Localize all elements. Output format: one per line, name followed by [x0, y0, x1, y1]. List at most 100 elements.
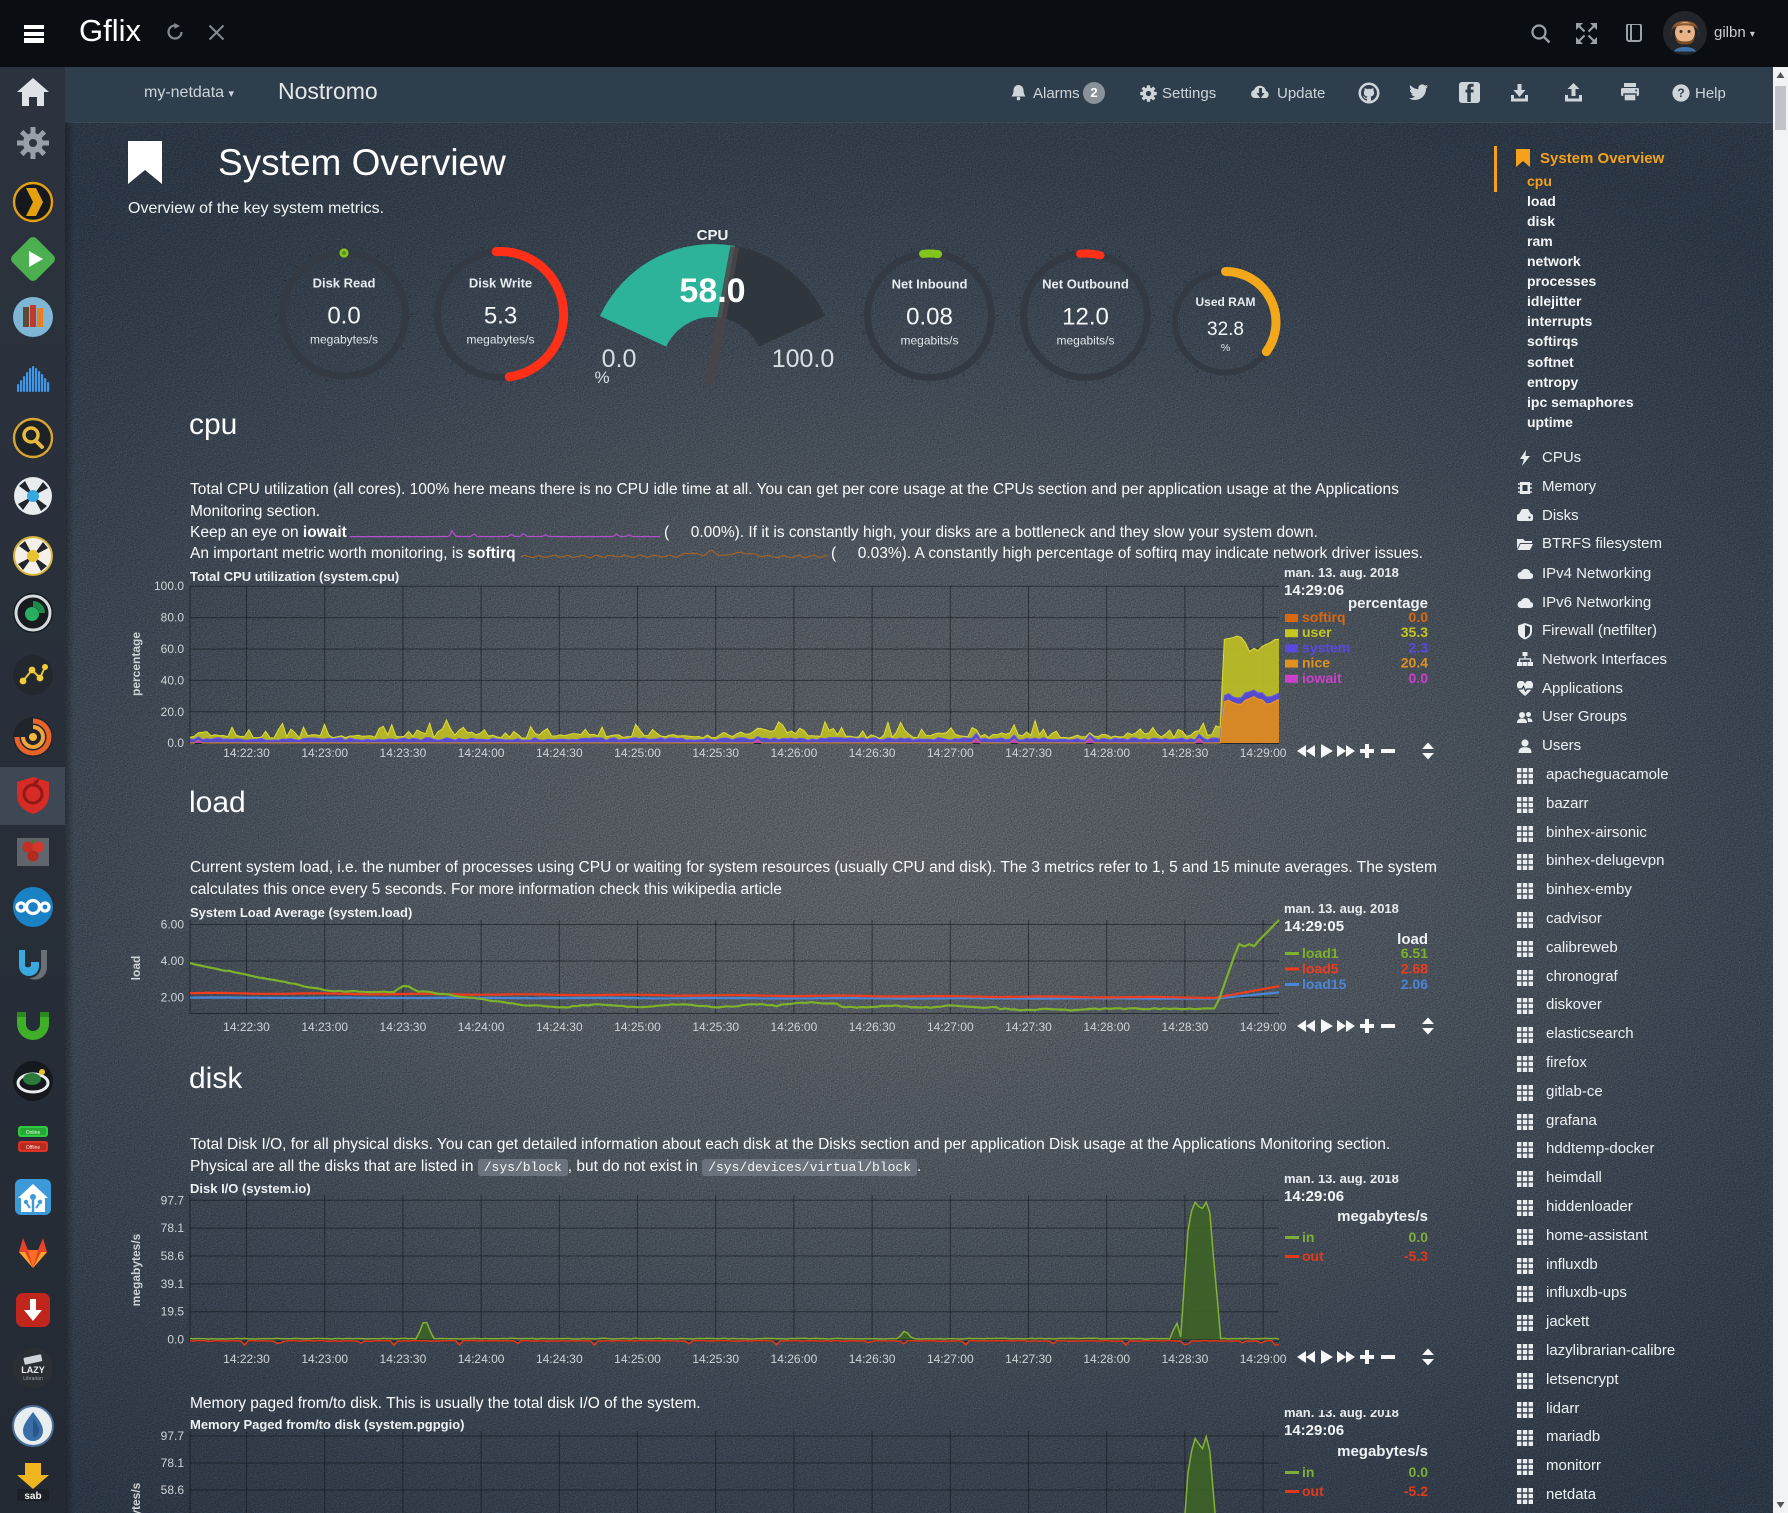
svg-text:megabits/s: megabits/s — [1056, 334, 1114, 348]
svg-text:out: out — [1302, 1483, 1324, 1499]
svg-text:14:28:00: 14:28:00 — [1083, 1352, 1130, 1366]
svg-text:14:22:30: 14:22:30 — [223, 1352, 270, 1366]
svg-text:100.0: 100.0 — [154, 579, 184, 593]
svg-text:14:29:00: 14:29:00 — [1240, 746, 1287, 760]
svg-text:in: in — [1302, 1464, 1314, 1480]
svg-text:14:24:00: 14:24:00 — [458, 746, 505, 760]
svg-text:megabytes/s: megabytes/s — [129, 1482, 143, 1513]
svg-text:?: ? — [1677, 86, 1684, 100]
svg-text:-5.2: -5.2 — [1404, 1483, 1428, 1499]
svg-text:14:26:00: 14:26:00 — [771, 746, 818, 760]
svg-text:78.1: 78.1 — [161, 1456, 185, 1470]
svg-text:14:28:30: 14:28:30 — [1162, 746, 1209, 760]
svg-text:14:24:30: 14:24:30 — [536, 746, 583, 760]
svg-text:14:24:30: 14:24:30 — [536, 1352, 583, 1366]
svg-text:14:28:00: 14:28:00 — [1083, 1020, 1130, 1034]
svg-text:System Load Average (system.lo: System Load Average (system.load) — [190, 905, 412, 920]
svg-text:0.0: 0.0 — [1409, 670, 1429, 686]
svg-text:Net Outbound: Net Outbound — [1042, 277, 1129, 292]
svg-text:14:22:30: 14:22:30 — [223, 746, 270, 760]
svg-text:Online: Online — [26, 1130, 41, 1136]
svg-text:system: system — [1302, 639, 1350, 655]
svg-text:2.00: 2.00 — [161, 991, 185, 1005]
svg-text:Disk Read: Disk Read — [313, 276, 376, 291]
svg-text:14:29:00: 14:29:00 — [1240, 1020, 1287, 1034]
svg-text:14:28:30: 14:28:30 — [1162, 1020, 1209, 1034]
svg-text:0.0: 0.0 — [1409, 609, 1429, 625]
svg-text:CPU: CPU — [697, 227, 729, 244]
svg-text:97.7: 97.7 — [161, 1429, 185, 1443]
svg-text:14:27:00: 14:27:00 — [927, 1020, 974, 1034]
svg-text:14:27:00: 14:27:00 — [927, 746, 974, 760]
svg-text:14:28:00: 14:28:00 — [1083, 746, 1130, 760]
svg-text:megabytes/s: megabytes/s — [466, 333, 534, 347]
svg-text:Librarian: Librarian — [23, 1376, 43, 1382]
svg-text:load: load — [1397, 931, 1428, 948]
svg-text:14:26:30: 14:26:30 — [849, 1352, 896, 1366]
svg-text:percentage: percentage — [129, 632, 143, 696]
svg-text:%: % — [594, 368, 609, 387]
svg-text:%: % — [1221, 342, 1230, 354]
svg-text:20.4: 20.4 — [1401, 655, 1428, 671]
svg-text:80.0: 80.0 — [161, 611, 185, 625]
svg-text:14:27:00: 14:27:00 — [927, 1352, 974, 1366]
svg-text:14:24:00: 14:24:00 — [458, 1020, 505, 1034]
svg-text:Used RAM: Used RAM — [1195, 295, 1255, 309]
svg-text:14:25:30: 14:25:30 — [692, 746, 739, 760]
svg-text:0.08: 0.08 — [906, 304, 953, 331]
svg-text:14:29:00: 14:29:00 — [1240, 1352, 1287, 1366]
svg-text:megabytes/s: megabytes/s — [310, 333, 378, 347]
svg-text:20.0: 20.0 — [161, 705, 185, 719]
svg-text:0.0: 0.0 — [1409, 1464, 1429, 1480]
svg-text:19.5: 19.5 — [161, 1305, 185, 1319]
svg-text:-5.3: -5.3 — [1404, 1248, 1428, 1264]
svg-text:0.0: 0.0 — [602, 345, 637, 373]
svg-text:Memory Paged from/to disk (sys: Memory Paged from/to disk (system.pgpgio… — [190, 1417, 465, 1432]
svg-text:load15: load15 — [1302, 976, 1347, 992]
svg-text:Total CPU utilization (system.: Total CPU utilization (system.cpu) — [190, 569, 399, 584]
svg-text:2.3: 2.3 — [1409, 639, 1429, 655]
svg-text:Disk I/O (system.io): Disk I/O (system.io) — [190, 1181, 311, 1196]
svg-text:58.0: 58.0 — [679, 272, 745, 310]
svg-text:2.68: 2.68 — [1401, 961, 1428, 977]
svg-text:load5: load5 — [1302, 961, 1339, 977]
svg-text:58.6: 58.6 — [161, 1249, 185, 1263]
svg-text:softirq: softirq — [1302, 609, 1346, 625]
svg-text:load: load — [129, 956, 143, 981]
svg-text:32.8: 32.8 — [1207, 319, 1244, 340]
svg-text:14:25:00: 14:25:00 — [614, 1352, 661, 1366]
svg-text:35.3: 35.3 — [1401, 624, 1428, 640]
svg-text:39.1: 39.1 — [161, 1277, 185, 1291]
svg-text:14:26:30: 14:26:30 — [849, 746, 896, 760]
svg-text:14:26:30: 14:26:30 — [849, 1020, 896, 1034]
svg-text:iowait: iowait — [1302, 670, 1342, 686]
svg-text:14:22:30: 14:22:30 — [223, 1020, 270, 1034]
svg-text:14:28:30: 14:28:30 — [1162, 1352, 1209, 1366]
svg-text:14:24:30: 14:24:30 — [536, 1020, 583, 1034]
svg-text:14:27:30: 14:27:30 — [1005, 1020, 1052, 1034]
svg-text:user: user — [1302, 624, 1332, 640]
svg-text:nice: nice — [1302, 655, 1330, 671]
svg-text:man. 13. aug. 2018: man. 13. aug. 2018 — [1284, 565, 1399, 580]
svg-text:14:23:00: 14:23:00 — [301, 746, 348, 760]
svg-text:megabytes/s: megabytes/s — [1337, 1443, 1428, 1460]
svg-text:0.0: 0.0 — [1409, 1229, 1429, 1245]
svg-text:12.0: 12.0 — [1062, 304, 1109, 331]
svg-text:0.0: 0.0 — [167, 736, 184, 750]
svg-text:100.0: 100.0 — [772, 345, 835, 373]
svg-text:14:27:30: 14:27:30 — [1005, 746, 1052, 760]
svg-text:megabytes/s: megabytes/s — [1337, 1208, 1428, 1225]
svg-text:14:29:06: 14:29:06 — [1284, 1188, 1344, 1205]
svg-text:megabytes/s: megabytes/s — [129, 1233, 143, 1306]
svg-text:14:29:06: 14:29:06 — [1284, 1422, 1344, 1439]
svg-text:percentage: percentage — [1348, 595, 1428, 612]
svg-text:14:29:06: 14:29:06 — [1284, 582, 1344, 599]
svg-text:5.3: 5.3 — [484, 303, 517, 330]
svg-text:78.1: 78.1 — [161, 1221, 185, 1235]
svg-text:6.51: 6.51 — [1401, 945, 1428, 961]
svg-text:Disk Write: Disk Write — [469, 276, 532, 291]
svg-text:LAZY: LAZY — [21, 1365, 45, 1375]
svg-text:14:23:30: 14:23:30 — [380, 1352, 427, 1366]
svg-text:14:25:30: 14:25:30 — [692, 1020, 739, 1034]
svg-text:14:29:05: 14:29:05 — [1284, 918, 1344, 935]
